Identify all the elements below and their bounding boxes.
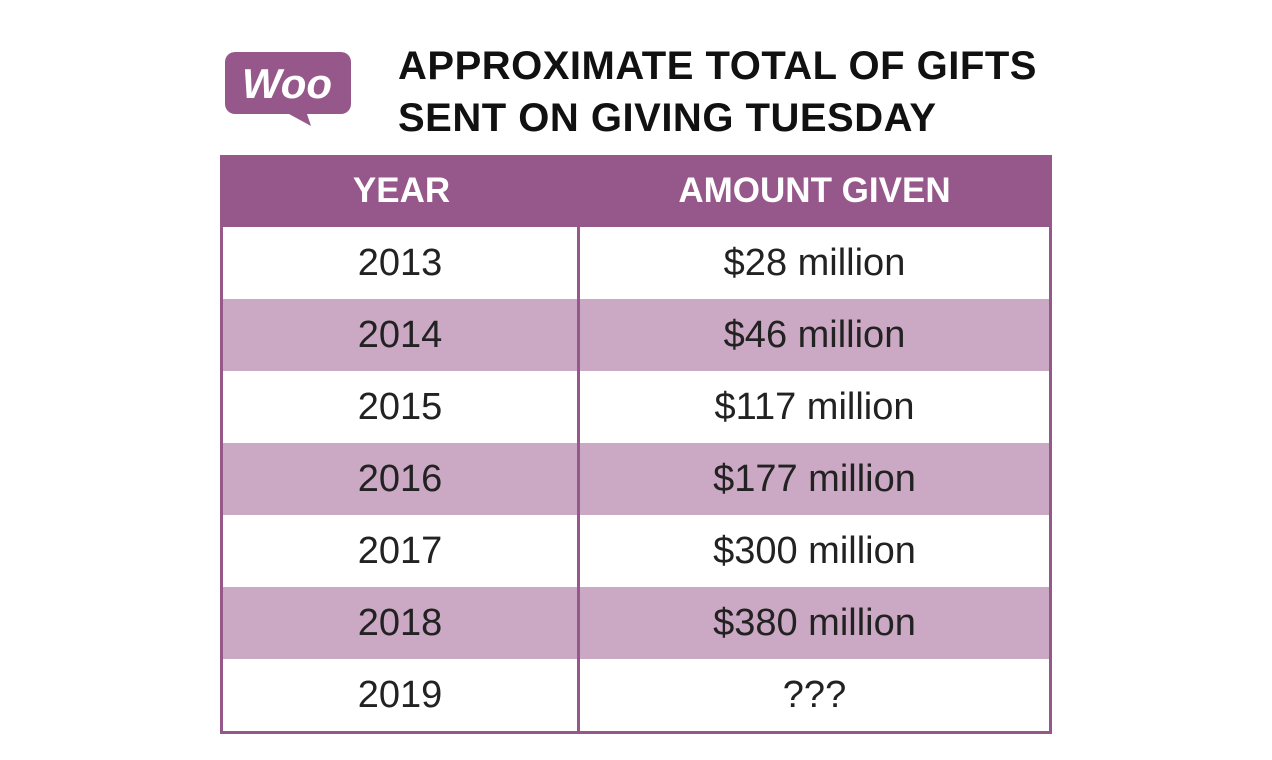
amount-cell: $28 million [723, 241, 906, 284]
table-row: 2015 $117 million [223, 371, 1049, 443]
header-year: YEAR [352, 171, 451, 210]
gifts-table: YEAR AMOUNT GIVEN 2013 $28 million 2014 $46… [220, 155, 1052, 734]
year-cell: 2017 [223, 515, 580, 587]
year-cell: 2018 [223, 587, 580, 659]
header-amount: AMOUNT GIVEN [678, 171, 951, 210]
page-title: APPROXIMATE TOTAL OF GIFTS SENT ON GIVIN… [398, 40, 1037, 144]
year-cell: 2016 [223, 443, 580, 515]
year-cell: 2013 [223, 227, 580, 299]
amount-cell: ??? [782, 673, 847, 716]
amount-cell: $117 million [714, 385, 915, 428]
amount-cell: $300 million [713, 529, 916, 572]
amount-cell: $177 million [713, 457, 916, 500]
year-cell: 2014 [223, 299, 580, 371]
title-line-1: APPROXIMATE TOTAL OF GIFTS [398, 44, 1037, 88]
amount-cell: $380 million [713, 601, 916, 644]
table-row: 2017 $300 million [223, 515, 1049, 587]
table-row: 2019??? [223, 659, 1049, 731]
year-cell: 2019 [223, 659, 580, 731]
title-line-2: SENT ON GIVING TUESDAY [398, 96, 937, 140]
table-row: 2013 $28 million [223, 227, 1049, 299]
table-row: 2016 $177 million [223, 443, 1049, 515]
svg-text:Woo: Woo [242, 60, 332, 107]
year-cell: 2015 [223, 371, 580, 443]
table-row: 2018 $380 million [223, 587, 1049, 659]
amount-cell: $46 million [723, 313, 906, 356]
table-header: YEAR AMOUNT GIVEN [223, 155, 1049, 227]
table-row: 2014 $46 million [223, 299, 1049, 371]
woo-logo: Woo [225, 52, 351, 126]
